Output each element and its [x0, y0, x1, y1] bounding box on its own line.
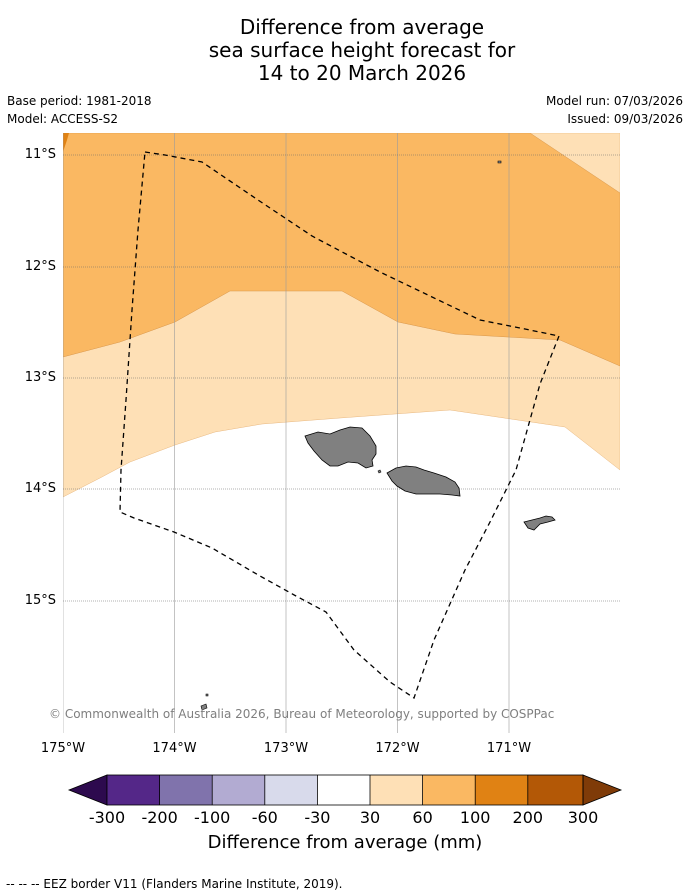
anomaly-band-100-200 — [63, 133, 69, 152]
lon-tick-174w: 174°W — [152, 741, 197, 756]
colorbar-tick: 30 — [359, 808, 381, 827]
colorbar-swatch-neg200-neg100 — [159, 775, 213, 805]
colorbar-swatch-neg100-neg60 — [212, 775, 265, 805]
title-line-1: Difference from average — [239, 15, 485, 39]
savaii-island — [304, 426, 377, 469]
map-area — [63, 133, 620, 733]
colorbar-swatch-60-100 — [422, 775, 476, 805]
base-period-label: Base period: 1981-2018 — [7, 94, 152, 108]
eez-legend: -- -- -- EEZ border V11 (Flanders Marine… — [6, 877, 343, 891]
colorbar-tick: -200 — [141, 808, 178, 827]
colorbar-swatch-neg300-neg200 — [107, 775, 160, 805]
colorbar-tick: -300 — [88, 808, 126, 827]
tutuila-island — [523, 515, 556, 531]
manono-island — [377, 469, 382, 474]
lat-tick-14s: 14°S — [24, 481, 56, 496]
colorbar-tick: -60 — [251, 808, 278, 827]
lon-tick-171w: 171°W — [486, 741, 532, 756]
lon-tick-172w: 172°W — [375, 741, 420, 756]
title-line-2: sea surface height forecast for — [208, 38, 516, 62]
colorbar-swatch-30-60 — [370, 775, 423, 805]
colorbar-tick: 200 — [512, 808, 544, 827]
model-run-label: Model run: 07/03/2026 — [545, 94, 683, 108]
colorbar — [67, 774, 623, 806]
lat-tick-12s: 12°S — [24, 259, 56, 274]
colorbar-tick: -30 — [304, 808, 331, 827]
small-island-south — [200, 703, 208, 711]
colorbar-swatch-neg30-30 — [317, 775, 370, 805]
title-line-3: 14 to 20 March 2026 — [257, 61, 467, 85]
lon-tick-173w: 173°W — [263, 741, 309, 756]
colorbar-tick: -100 — [194, 808, 231, 827]
anomaly-band-60-100 — [63, 133, 620, 367]
colorbar-extend-high — [582, 774, 623, 806]
colorbar-swatch-neg60-neg30 — [264, 775, 318, 805]
lat-tick-15s: 15°S — [24, 593, 56, 608]
latitude-gridlines — [63, 154, 620, 602]
colorbar-tick: 60 — [412, 808, 433, 827]
chart-title: Difference from average sea surface heig… — [0, 16, 690, 85]
colorbar-swatch-100-200 — [475, 775, 528, 805]
eez-border — [119, 151, 560, 700]
colorbar-extend-low — [67, 774, 108, 806]
small-island-north — [497, 160, 502, 164]
small-island-south-2 — [205, 693, 209, 697]
longitude-gridlines — [63, 133, 510, 733]
upolu-island — [386, 465, 461, 497]
colorbar-tick: 100 — [459, 808, 491, 827]
copyright-notice: © Commonwealth of Australia 2026, Bureau… — [49, 707, 555, 721]
lat-tick-11s: 11°S — [24, 147, 56, 162]
lat-tick-13s: 13°S — [24, 370, 56, 385]
model-label: Model: ACCESS-S2 — [7, 112, 119, 126]
issued-label: Issued: 09/03/2026 — [567, 112, 683, 126]
colorbar-swatch-200-300 — [527, 775, 583, 805]
colorbar-tick: 300 — [567, 808, 599, 827]
colorbar-label: Difference from average (mm) — [207, 832, 483, 853]
lon-tick-175w: 175°W — [40, 741, 86, 756]
